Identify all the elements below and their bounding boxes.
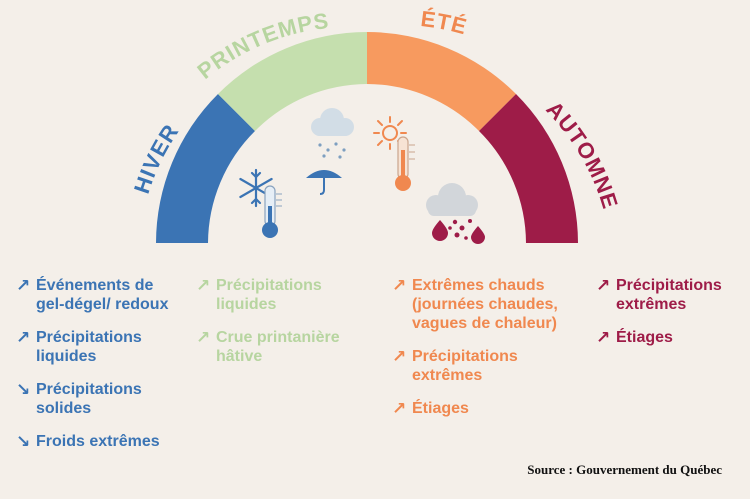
trend-arrow-icon: ↗ xyxy=(16,328,31,347)
trend-arrow-icon: ↗ xyxy=(392,347,407,366)
list-item: ↗ Extrêmes chauds (journées chaudes, vag… xyxy=(392,276,577,333)
trend-arrow-icon: ↗ xyxy=(596,276,611,295)
season-label-ete: ÉTÉ xyxy=(419,6,470,39)
snowflake-thermometer-cold-icon xyxy=(239,168,282,238)
item-label: Crue printanière hâtive xyxy=(216,329,340,365)
item-label: Précipitations liquides xyxy=(216,277,322,313)
trend-arrow-icon: ↗ xyxy=(196,276,211,295)
list-item: ↗ Précipitations extrêmes xyxy=(392,347,577,385)
item-label: Précipitations liquides xyxy=(36,329,142,365)
list-item: ↗ Précipitations extrêmes xyxy=(596,276,746,314)
trend-arrow-icon: ↗ xyxy=(392,276,407,295)
seasons-arc-diagram: HIVER PRINTEMPS ÉTÉ AUTOMNE xyxy=(129,6,622,244)
trend-arrow-icon: ↗ xyxy=(596,328,611,347)
column-printemps: ↗ Précipitations liquides ↗ Crue printan… xyxy=(196,276,366,380)
arc-ete xyxy=(367,32,516,131)
list-item: ↗ Précipitations liquides xyxy=(196,276,366,314)
trend-arrow-icon: ↗ xyxy=(196,328,211,347)
item-label: Froids extrêmes xyxy=(36,433,160,450)
list-item: ↗ Étiages xyxy=(392,399,577,419)
trend-arrow-icon: ↘ xyxy=(16,380,31,399)
item-label: Précipitations extrêmes xyxy=(412,348,518,384)
trend-arrow-icon: ↗ xyxy=(392,399,407,418)
column-automne: ↗ Précipitations extrêmes ↗ Étiages xyxy=(596,276,746,362)
item-label: Précipitations solides xyxy=(36,381,142,417)
storm-cloud-heavy-rain-icon xyxy=(426,183,485,244)
item-label: Événements de gel-dégel/ redoux xyxy=(36,277,169,313)
arc-printemps xyxy=(218,32,367,131)
arc-hiver xyxy=(156,94,255,243)
source-credit: Source : Gouvernement du Québec xyxy=(527,462,722,477)
column-hiver: ↗ Événements de gel-dégel/ redoux ↗ Préc… xyxy=(16,276,186,466)
arc-automne xyxy=(479,94,578,243)
list-item: ↗ Précipitations liquides xyxy=(16,328,186,366)
list-item: ↘ Froids extrêmes xyxy=(16,432,186,452)
trend-arrow-icon: ↘ xyxy=(16,432,31,451)
column-ete: ↗ Extrêmes chauds (journées chaudes, vag… xyxy=(392,276,577,433)
item-label: Étiages xyxy=(616,329,673,346)
list-item: ↘ Précipitations solides xyxy=(16,380,186,418)
list-item: ↗ Crue printanière hâtive xyxy=(196,328,366,366)
item-label: Extrêmes chauds (journées chaudes, vague… xyxy=(412,277,558,332)
item-label: Précipitations extrêmes xyxy=(616,277,722,313)
list-item: ↗ Étiages xyxy=(596,328,746,348)
item-label: Étiages xyxy=(412,400,469,417)
trend-arrow-icon: ↗ xyxy=(16,276,31,295)
rain-cloud-umbrella-icon xyxy=(306,108,354,195)
sun-thermometer-hot-icon xyxy=(373,116,415,191)
list-item: ↗ Événements de gel-dégel/ redoux xyxy=(16,276,186,314)
